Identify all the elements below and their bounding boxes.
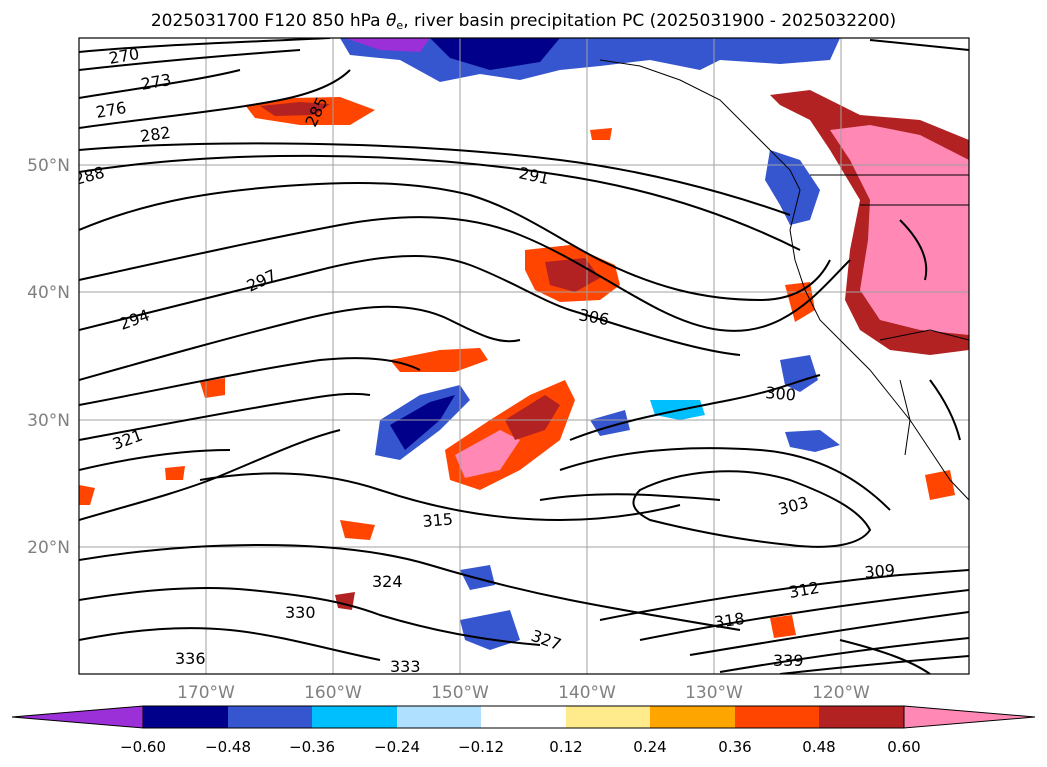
lon-label-160w: 160°W (304, 683, 362, 703)
colorbar-extend-high (903, 705, 1036, 729)
colorbar-tick-labels: −0.60 −0.48 −0.36 −0.24 −0.12 0.12 0.24 … (120, 738, 921, 756)
lat-label-40n: 40°N (27, 283, 70, 303)
pos-core-mid-north (545, 258, 600, 292)
map-title: 2025031700 F120 850 hPa θe, river basin … (0, 11, 1047, 32)
pos-area-band (390, 348, 488, 372)
colorbar-label-m012: −0.12 (458, 738, 504, 756)
colorbar-bin-6 (566, 706, 650, 728)
colorbar-label-m036: −0.36 (289, 738, 335, 756)
lon-label-140w: 140°W (558, 683, 616, 703)
colorbar-bin-2 (228, 706, 312, 728)
colorbar-bin-9 (819, 706, 904, 728)
pos-area-south-1 (340, 520, 375, 540)
colorbar-label-036: 0.36 (718, 738, 751, 756)
map-frame (78, 37, 970, 675)
contour-label-330: 330 (285, 603, 316, 622)
neg-core-north-2 (430, 38, 560, 70)
colorbar-label-m024: −0.24 (374, 738, 420, 756)
lat-axis-labels: 50°N 40°N 30°N 20°N (27, 156, 70, 558)
pos-core-northwest (260, 102, 330, 116)
colorbar-label-048: 0.48 (802, 738, 835, 756)
neg-area-east-2 (785, 430, 840, 452)
lon-label-150w: 150°W (431, 683, 489, 703)
contour-label-273: 273 (139, 70, 172, 94)
colorbar-frame (142, 705, 905, 729)
contour-label-300: 300 (765, 383, 797, 405)
pos-core-west-coast (830, 125, 969, 335)
neg-area-east (780, 355, 818, 392)
colorbar-bin-4 (397, 706, 481, 728)
colorbar-bin-8 (735, 706, 819, 728)
contour-label-312: 312 (787, 578, 820, 602)
title-prefix: 2025031700 F120 850 hPa (150, 11, 386, 31)
pos-area-small-1 (590, 128, 612, 140)
contour-label-336: 336 (175, 649, 206, 668)
colorbar-label-024: 0.24 (633, 738, 666, 756)
contour-label-339: 339 (773, 651, 804, 670)
precip-shading (79, 38, 969, 650)
contour-label-291: 291 (517, 163, 551, 188)
neg-area-south-2 (460, 610, 520, 650)
colorbar (11, 705, 1036, 729)
contour-label-318: 318 (713, 609, 746, 632)
title-suffix: , river basin precipitation PC (20250319… (403, 11, 897, 31)
neg-core-north (345, 38, 430, 52)
colorbar-label-m060: −0.60 (120, 738, 166, 756)
pos-area-south-3 (770, 615, 796, 638)
contour-label-321: 321 (110, 425, 145, 453)
contour-label-303: 303 (776, 493, 810, 519)
title-theta-subscript: e (396, 19, 404, 32)
lon-axis-labels: 170°W 160°W 150°W 140°W 130°W 120°W (177, 683, 870, 703)
lon-label-120w: 120°W (812, 683, 870, 703)
contour-label-297: 297 (244, 265, 280, 295)
coastlines (599, 59, 969, 501)
contour-label-333: 333 (390, 657, 421, 676)
contour-label-288: 288 (72, 163, 106, 189)
lon-label-130w: 130°W (685, 683, 743, 703)
pos-area-mexico (925, 470, 955, 500)
pos-area-south-2 (335, 592, 355, 610)
theta-e-contours (79, 38, 969, 674)
lon-label-170w: 170°W (177, 683, 235, 703)
title-theta: θ (386, 11, 397, 31)
pos-core-central (455, 430, 520, 478)
colorbar-bin-7 (650, 706, 735, 728)
colorbar-extend-low (11, 705, 144, 729)
pos-area-west (79, 485, 95, 505)
colorbar-bin-5 (481, 706, 566, 728)
colorbar-label-m048: −0.48 (205, 738, 251, 756)
contour-label-327: 327 (529, 626, 564, 654)
neg-area-bc (765, 150, 820, 225)
colorbar-label-060: 0.60 (887, 738, 920, 756)
lat-label-30n: 30°N (27, 411, 70, 431)
contour-label-315: 315 (422, 509, 454, 531)
contour-label-294: 294 (117, 305, 152, 333)
lat-label-50n: 50°N (27, 156, 70, 176)
neg-core-central (390, 395, 455, 450)
contour-label-324: 324 (372, 572, 403, 591)
lat-label-20n: 20°N (27, 538, 70, 558)
contour-label-282: 282 (139, 123, 172, 146)
pos-core-central-2 (505, 395, 560, 440)
contour-label-306: 306 (577, 305, 610, 329)
contour-label-309: 309 (864, 560, 896, 582)
colorbar-bin-3 (312, 706, 397, 728)
graticule (79, 38, 969, 674)
pos-area-small-2 (165, 466, 185, 480)
colorbar-label-012: 0.12 (549, 738, 582, 756)
colorbar-bin-1 (143, 706, 228, 728)
contour-label-276: 276 (94, 98, 127, 122)
